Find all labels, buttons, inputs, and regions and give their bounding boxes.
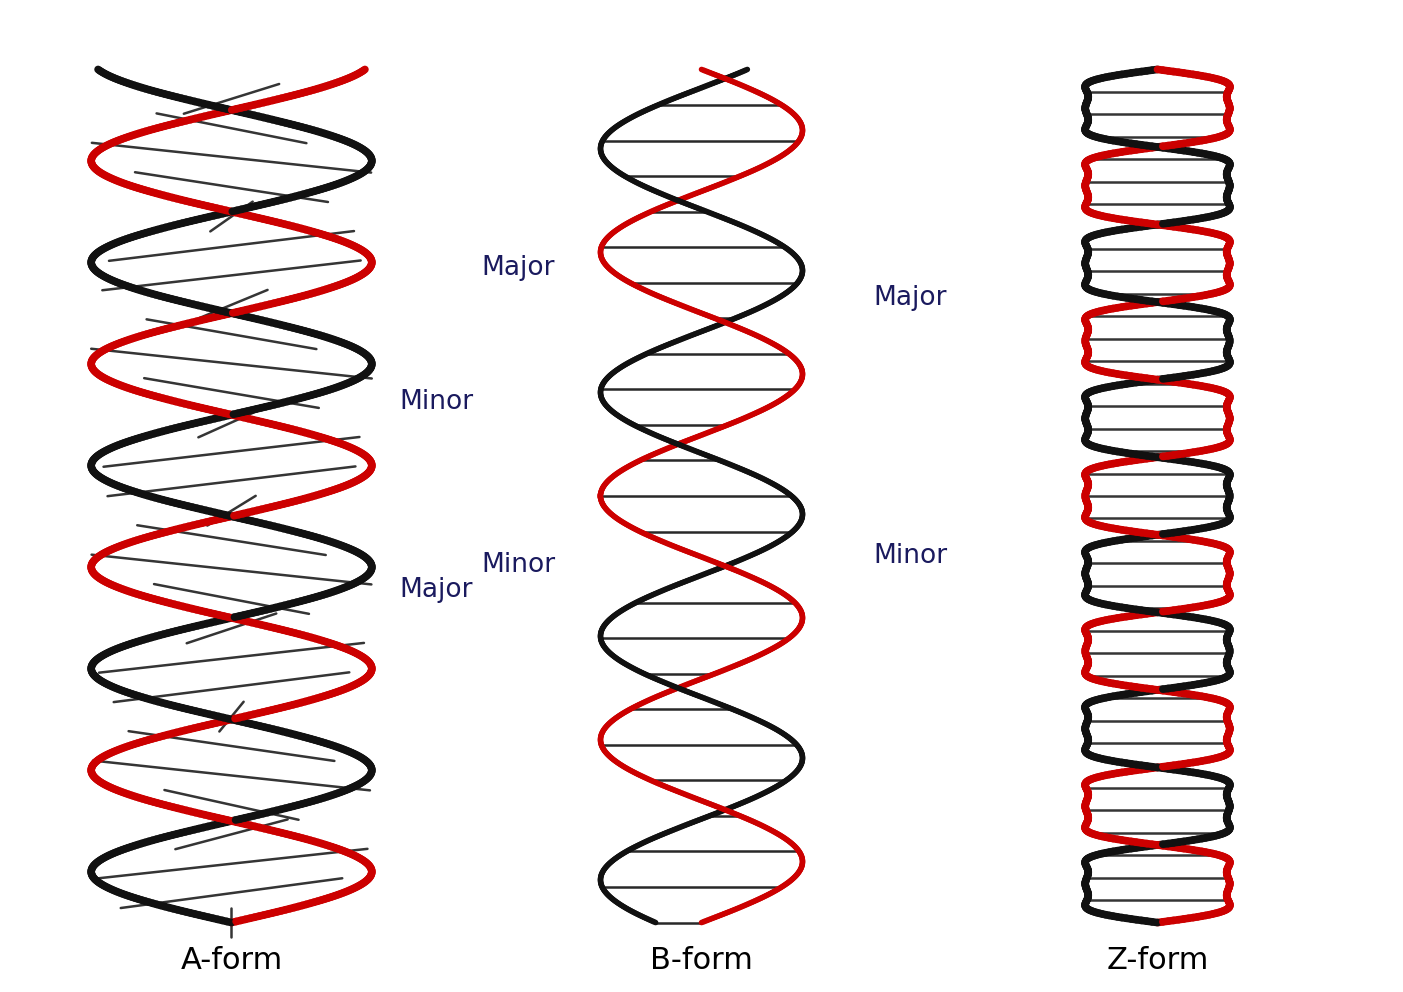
Text: Major: Major <box>873 285 947 310</box>
Text: A-form: A-form <box>181 945 282 975</box>
Text: Major: Major <box>400 577 473 603</box>
Text: Z-form: Z-form <box>1107 945 1208 975</box>
Text: Minor: Minor <box>873 543 947 568</box>
Text: Minor: Minor <box>481 553 556 578</box>
Text: Minor: Minor <box>400 389 474 415</box>
Text: Major: Major <box>481 255 554 281</box>
Text: B-form: B-form <box>650 945 753 975</box>
